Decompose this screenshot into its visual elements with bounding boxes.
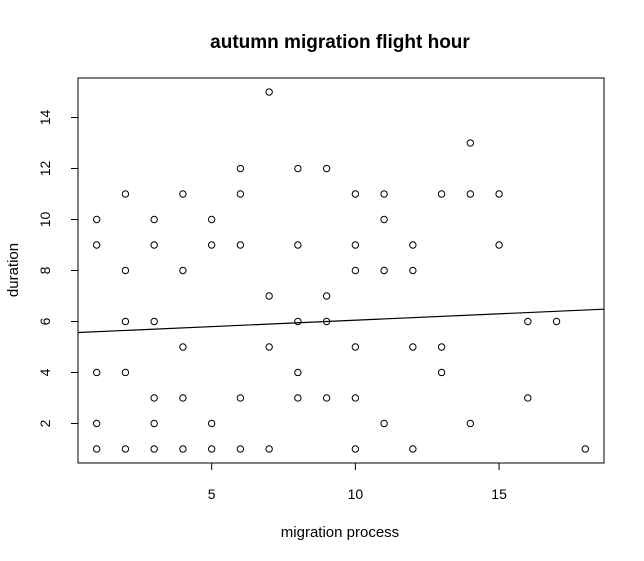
data-point — [265, 292, 273, 300]
data-point — [495, 241, 503, 249]
data-point — [524, 317, 532, 326]
data-point — [150, 241, 158, 249]
data-point — [294, 164, 302, 173]
data-point — [322, 292, 331, 300]
data-point — [409, 241, 417, 249]
x-axis-label: migration process — [281, 524, 399, 541]
y-tick-label: 10 — [37, 212, 53, 228]
data-point — [437, 190, 446, 198]
y-tick-label: 12 — [37, 161, 53, 177]
data-point — [265, 343, 273, 351]
data-point — [524, 394, 532, 402]
x-tick-label: 10 — [348, 486, 364, 502]
x-tick-label: 15 — [491, 486, 507, 502]
data-point — [179, 445, 187, 453]
data-point — [409, 266, 417, 275]
data-point — [207, 215, 216, 224]
data-point — [150, 317, 158, 326]
data-point — [437, 368, 446, 377]
data-point — [92, 419, 101, 428]
data-point — [466, 190, 475, 198]
data-point — [179, 190, 187, 198]
data-point — [207, 241, 216, 249]
data-point — [294, 241, 302, 249]
data-point — [409, 445, 417, 453]
data-point — [495, 190, 503, 198]
data-point — [322, 164, 331, 173]
data-point — [236, 190, 245, 198]
data-point — [466, 139, 475, 147]
chart-title: autumn migration flight hour — [210, 32, 470, 53]
data-point — [466, 419, 475, 428]
data-point — [322, 394, 331, 402]
data-point — [351, 343, 360, 351]
data-point — [380, 266, 388, 275]
data-point — [236, 394, 245, 402]
y-axis: 2 4 6 8 10 12 14 — [37, 110, 79, 427]
data-point — [92, 445, 101, 453]
data-point — [409, 343, 417, 351]
x-tick-label: 5 — [208, 486, 216, 502]
data-point — [351, 190, 360, 198]
data-point — [121, 317, 130, 326]
data-point — [150, 445, 158, 453]
data-point — [121, 190, 130, 198]
data-point — [552, 317, 561, 326]
data-point — [121, 368, 130, 377]
regression-line — [77, 308, 605, 334]
data-point — [92, 241, 101, 249]
data-point — [581, 445, 590, 453]
data-point — [380, 419, 388, 428]
data-point — [92, 215, 101, 224]
data-point — [207, 445, 216, 453]
x-axis: 5 10 15 — [208, 462, 507, 502]
data-point — [92, 368, 101, 377]
data-point — [179, 394, 187, 402]
plot-area — [77, 88, 605, 453]
data-point — [351, 445, 360, 453]
data-point — [294, 317, 302, 326]
data-point — [294, 368, 302, 377]
y-tick-label: 8 — [37, 266, 53, 274]
data-point — [380, 215, 388, 224]
data-point — [265, 88, 273, 96]
data-point — [265, 445, 273, 453]
data-point — [236, 164, 245, 173]
data-point — [351, 266, 360, 275]
y-tick-label: 6 — [37, 317, 53, 325]
data-point — [236, 445, 245, 453]
data-point — [437, 343, 446, 351]
data-point — [150, 394, 158, 402]
y-axis-label: duration — [5, 243, 22, 297]
data-point — [179, 266, 187, 275]
data-point — [294, 394, 302, 402]
data-point — [121, 266, 130, 275]
data-point — [179, 343, 187, 351]
data-point — [351, 394, 360, 402]
data-point — [236, 241, 245, 249]
plot-frame — [77, 77, 605, 464]
data-point — [150, 215, 158, 224]
data-point — [380, 190, 388, 198]
data-point — [150, 419, 158, 428]
y-tick-label: 4 — [37, 368, 53, 376]
data-point — [351, 241, 360, 249]
data-point — [121, 445, 130, 453]
y-tick-label: 2 — [37, 419, 53, 427]
data-point — [207, 419, 216, 428]
y-tick-label: 14 — [37, 110, 53, 126]
